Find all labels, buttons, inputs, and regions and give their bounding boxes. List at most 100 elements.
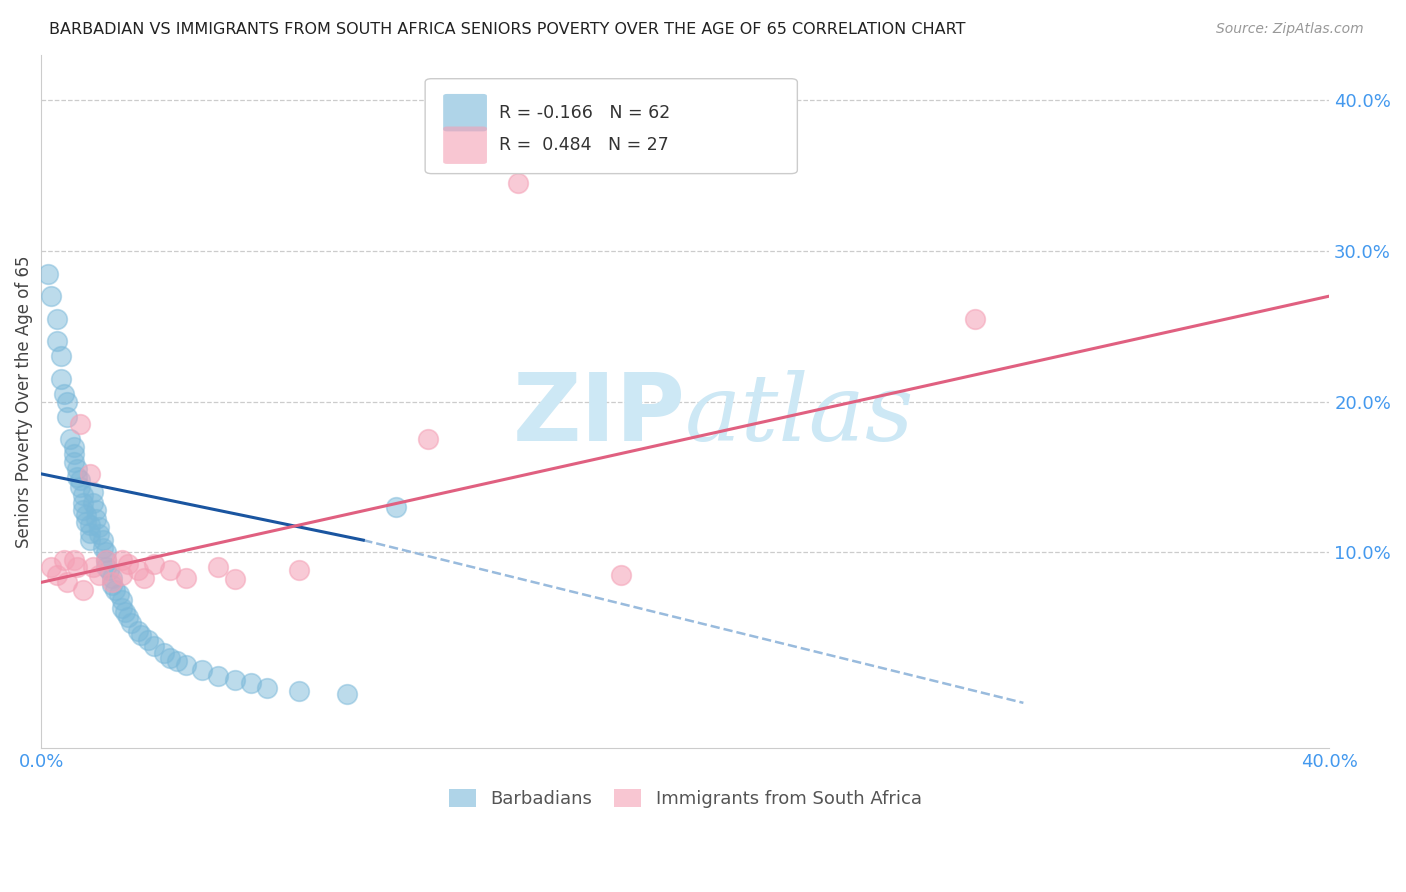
Barbadians (117, 610, 139, 624)
Barbadians (46, 311, 69, 326)
Barbadians (82, 495, 104, 509)
Immigrants from South Africa (62, 553, 84, 567)
Barbadians (75, 508, 97, 522)
Immigrants from South Africa (159, 563, 181, 577)
Immigrants from South Africa (39, 560, 62, 574)
Immigrants from South Africa (52, 553, 75, 567)
Immigrants from South Africa (134, 571, 156, 585)
Text: R = -0.166   N = 62: R = -0.166 N = 62 (499, 103, 669, 121)
Barbadians (66, 470, 89, 484)
Text: BARBADIAN VS IMMIGRANTS FROM SOUTH AFRICA SENIORS POVERTY OVER THE AGE OF 65 COR: BARBADIAN VS IMMIGRANTS FROM SOUTH AFRIC… (49, 22, 966, 37)
Barbadians (107, 587, 129, 601)
Barbadians (127, 624, 149, 638)
Barbadians (56, 394, 79, 409)
Immigrants from South Africa (46, 567, 69, 582)
Immigrants from South Africa (174, 571, 197, 585)
FancyBboxPatch shape (443, 127, 486, 164)
Barbadians (84, 512, 107, 526)
Barbadians (49, 350, 72, 364)
Barbadians (101, 578, 124, 592)
Barbadians (69, 473, 91, 487)
Immigrants from South Africa (89, 567, 111, 582)
Barbadians (104, 582, 127, 597)
Barbadians (84, 503, 107, 517)
Barbadians (79, 533, 101, 548)
Barbadians (79, 525, 101, 540)
Immigrants from South Africa (143, 558, 166, 572)
Immigrants from South Africa (101, 575, 124, 590)
Barbadians (56, 409, 79, 424)
Barbadians (143, 639, 166, 653)
Immigrants from South Africa (111, 567, 134, 582)
Immigrants from South Africa (79, 467, 101, 481)
Barbadians (384, 500, 406, 514)
Barbadians (37, 267, 59, 281)
Immigrants from South Africa (127, 563, 149, 577)
Barbadians (62, 455, 84, 469)
Barbadians (59, 432, 82, 446)
Legend: Barbadians, Immigrants from South Africa: Barbadians, Immigrants from South Africa (441, 781, 929, 815)
Barbadians (166, 654, 188, 668)
Barbadians (111, 593, 134, 607)
Barbadians (62, 447, 84, 461)
Immigrants from South Africa (224, 572, 246, 586)
Immigrants from South Africa (117, 558, 139, 572)
Immigrants from South Africa (610, 567, 633, 582)
Point (506, 176, 529, 190)
Immigrants from South Africa (965, 311, 987, 326)
Barbadians (46, 334, 69, 349)
Barbadians (111, 601, 134, 615)
Barbadians (256, 681, 278, 695)
FancyBboxPatch shape (443, 94, 486, 131)
Barbadians (136, 632, 159, 647)
Barbadians (82, 485, 104, 500)
Barbadians (152, 646, 174, 660)
Barbadians (89, 527, 111, 541)
Immigrants from South Africa (72, 582, 94, 597)
Immigrants from South Africa (288, 563, 311, 577)
Barbadians (159, 650, 181, 665)
FancyBboxPatch shape (425, 78, 797, 174)
Barbadians (97, 563, 120, 577)
Barbadians (39, 289, 62, 303)
Barbadians (224, 673, 246, 688)
Barbadians (101, 571, 124, 585)
Text: atlas: atlas (685, 370, 915, 460)
Barbadians (72, 495, 94, 509)
Barbadians (52, 387, 75, 401)
Barbadians (94, 560, 117, 574)
Barbadians (207, 669, 229, 683)
Y-axis label: Seniors Poverty Over the Age of 65: Seniors Poverty Over the Age of 65 (15, 255, 32, 548)
Immigrants from South Africa (56, 575, 79, 590)
Immigrants from South Africa (111, 553, 134, 567)
Barbadians (239, 676, 262, 690)
Barbadians (72, 503, 94, 517)
Barbadians (288, 683, 311, 698)
Barbadians (91, 533, 114, 548)
Barbadians (75, 515, 97, 529)
Barbadians (89, 519, 111, 533)
Immigrants from South Africa (94, 553, 117, 567)
Barbadians (62, 440, 84, 454)
Immigrants from South Africa (66, 560, 89, 574)
Barbadians (94, 553, 117, 567)
Barbadians (336, 687, 359, 701)
Immigrants from South Africa (416, 432, 439, 446)
Immigrants from South Africa (82, 560, 104, 574)
Barbadians (72, 488, 94, 502)
Barbadians (69, 480, 91, 494)
Barbadians (49, 372, 72, 386)
Text: ZIP: ZIP (512, 369, 685, 461)
Immigrants from South Africa (69, 417, 91, 432)
Barbadians (94, 545, 117, 559)
Barbadians (121, 615, 143, 630)
Barbadians (174, 658, 197, 673)
Barbadians (66, 462, 89, 476)
Text: R =  0.484   N = 27: R = 0.484 N = 27 (499, 136, 668, 154)
Text: Source: ZipAtlas.com: Source: ZipAtlas.com (1216, 22, 1364, 37)
Barbadians (91, 541, 114, 555)
Immigrants from South Africa (207, 560, 229, 574)
Barbadians (129, 628, 152, 642)
Barbadians (79, 518, 101, 533)
Barbadians (114, 606, 136, 620)
